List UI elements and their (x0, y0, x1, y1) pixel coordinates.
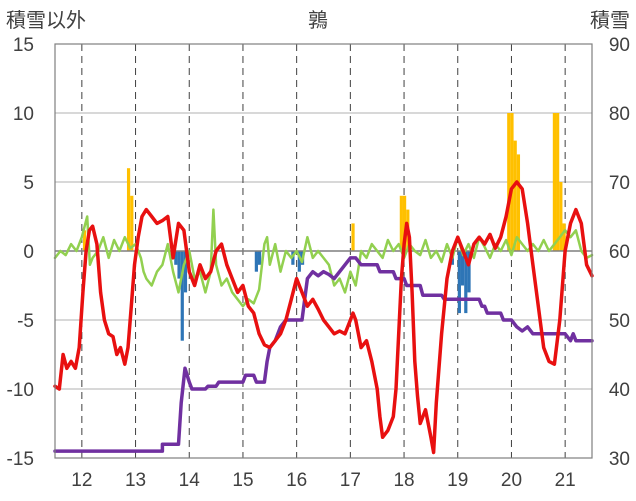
y-left-tick-label: 10 (13, 104, 34, 125)
bar-mark-series-1 (402, 195, 407, 251)
bar-mark-series-2 (297, 251, 301, 272)
y-right-tick-label: 30 (609, 449, 630, 470)
bar-mark-series-2 (180, 251, 184, 341)
bar-mark-series-2 (464, 251, 468, 314)
y-left-tick-label: -5 (17, 311, 34, 332)
x-tick-label: 14 (179, 470, 201, 491)
bar-mark-series-1 (556, 113, 560, 251)
x-tick-label: 15 (232, 470, 253, 491)
y-left-tick-label: -15 (7, 449, 34, 470)
bar-mark-series-1 (399, 195, 403, 251)
line-series-1 (53, 180, 594, 455)
bar-mark-series-1 (516, 154, 521, 251)
x-tick-label: 21 (555, 470, 576, 491)
x-tick-label: 13 (125, 470, 146, 491)
bar-mark-series-1 (562, 223, 566, 251)
bar-mark-series-2 (174, 251, 178, 265)
bar-mark-series-1 (126, 168, 131, 251)
bar-mark-series-2 (183, 251, 188, 293)
y-left-tick-label: 15 (13, 35, 34, 56)
right-axis-label: 積雪 (590, 9, 630, 32)
x-tick-label: 12 (71, 470, 92, 491)
bar-mark-series-1 (510, 113, 514, 251)
bar-mark-series-1 (130, 195, 134, 251)
bar-mark-series-2 (291, 251, 295, 265)
bar-mark-series-2 (254, 251, 258, 272)
y-right-tick-label: 90 (609, 35, 630, 56)
line-series-2 (53, 256, 594, 453)
y-right-tick-label: 50 (609, 311, 630, 332)
bar-mark-series-1 (513, 140, 517, 251)
x-tick-label: 17 (340, 470, 361, 491)
bar-mark-series-1 (351, 223, 355, 251)
left-axis-label: 積雪以外 (6, 9, 86, 32)
chart-title: 鶉 (308, 9, 328, 32)
bar-mark-series-2 (177, 251, 181, 279)
bar-mark-series-2 (257, 251, 262, 265)
x-tick-label: 20 (501, 470, 522, 491)
bar-mark-series-1 (507, 113, 511, 251)
x-tick-label: 19 (447, 470, 468, 491)
bar-mark-series-1 (82, 230, 87, 251)
y-left-tick-label: 5 (23, 173, 34, 194)
bar-mark-series-1 (559, 182, 563, 251)
bar-mark-series-2 (457, 251, 461, 314)
y-left-tick-label: -10 (7, 380, 34, 401)
tick-labels: -15 -10 -5 0 5 10 15 30 40 50 60 70 80 90 12 13 14 15 16 17… (7, 35, 630, 491)
y-right-tick-label: 60 (609, 242, 630, 263)
bar-mark-series-2 (460, 251, 465, 286)
plot-area-border (54, 43, 593, 459)
x-tick-label: 18 (393, 470, 414, 491)
y-right-tick-label: 70 (609, 173, 630, 194)
bar-mark-series-1 (552, 113, 557, 251)
line-series (53, 180, 594, 455)
y-left-tick-label: 0 (23, 242, 34, 263)
line-series-3 (53, 208, 594, 308)
x-tick-label: 16 (286, 470, 307, 491)
y-right-tick-label: 80 (609, 104, 630, 125)
bar-mark-series-2 (467, 251, 471, 293)
y-right-tick-label: 40 (609, 380, 630, 401)
